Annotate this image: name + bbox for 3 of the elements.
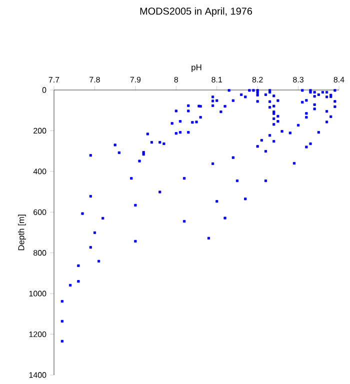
y-axis-title: Depth [m] xyxy=(18,214,26,250)
chart-title: MODS2005 in April, 1976 xyxy=(140,7,252,17)
x-axis-title: pH xyxy=(192,64,202,72)
